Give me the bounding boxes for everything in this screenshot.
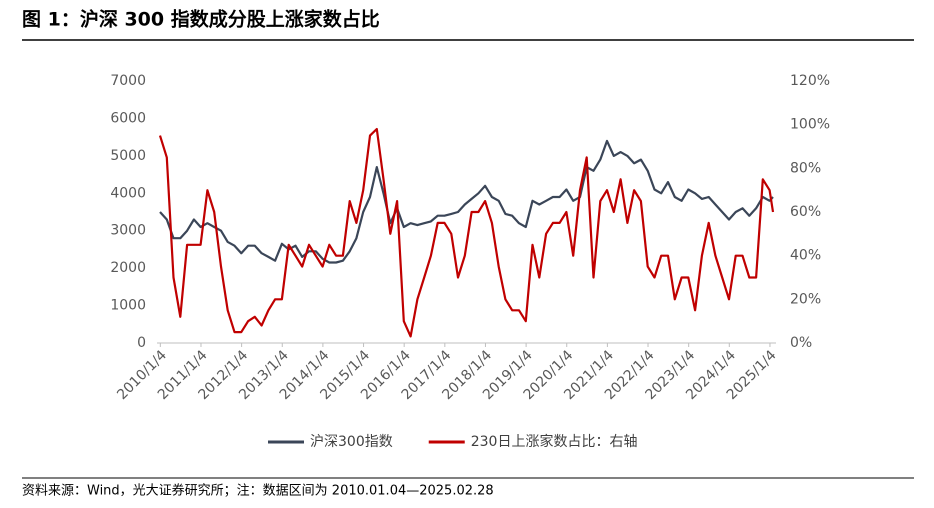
legend-label: 沪深300指数 — [310, 434, 393, 450]
y-tick-label: 1000 — [110, 298, 146, 314]
series-line — [158, 127, 775, 338]
y2-tick-label: 80% — [790, 160, 821, 176]
y2-tick-label: 100% — [790, 117, 830, 133]
y2-tick-label: 20% — [790, 291, 821, 307]
source-note: 资料来源：Wind，光大证券研究所；注：数据区间为 2010.01.04—202… — [22, 483, 494, 499]
y2-tick-label: 0% — [790, 335, 812, 351]
y-tick-label: 2000 — [110, 260, 146, 276]
y-tick-label: 7000 — [110, 73, 146, 89]
y-tick-label: 4000 — [110, 185, 146, 201]
chart-title: 图 1：沪深 300 指数成分股上涨家数占比 — [22, 8, 380, 31]
series-line — [159, 139, 774, 264]
y-tick-label: 3000 — [110, 223, 146, 239]
y2-tick-label: 120% — [790, 73, 830, 89]
y-tick-label: 0 — [137, 335, 146, 351]
y2-tick-label: 40% — [790, 248, 821, 264]
y-tick-label: 6000 — [110, 110, 146, 126]
legend-label: 230日上涨家数占比：右轴 — [471, 433, 638, 450]
y2-tick-label: 60% — [790, 204, 821, 220]
y-tick-label: 5000 — [110, 148, 146, 164]
